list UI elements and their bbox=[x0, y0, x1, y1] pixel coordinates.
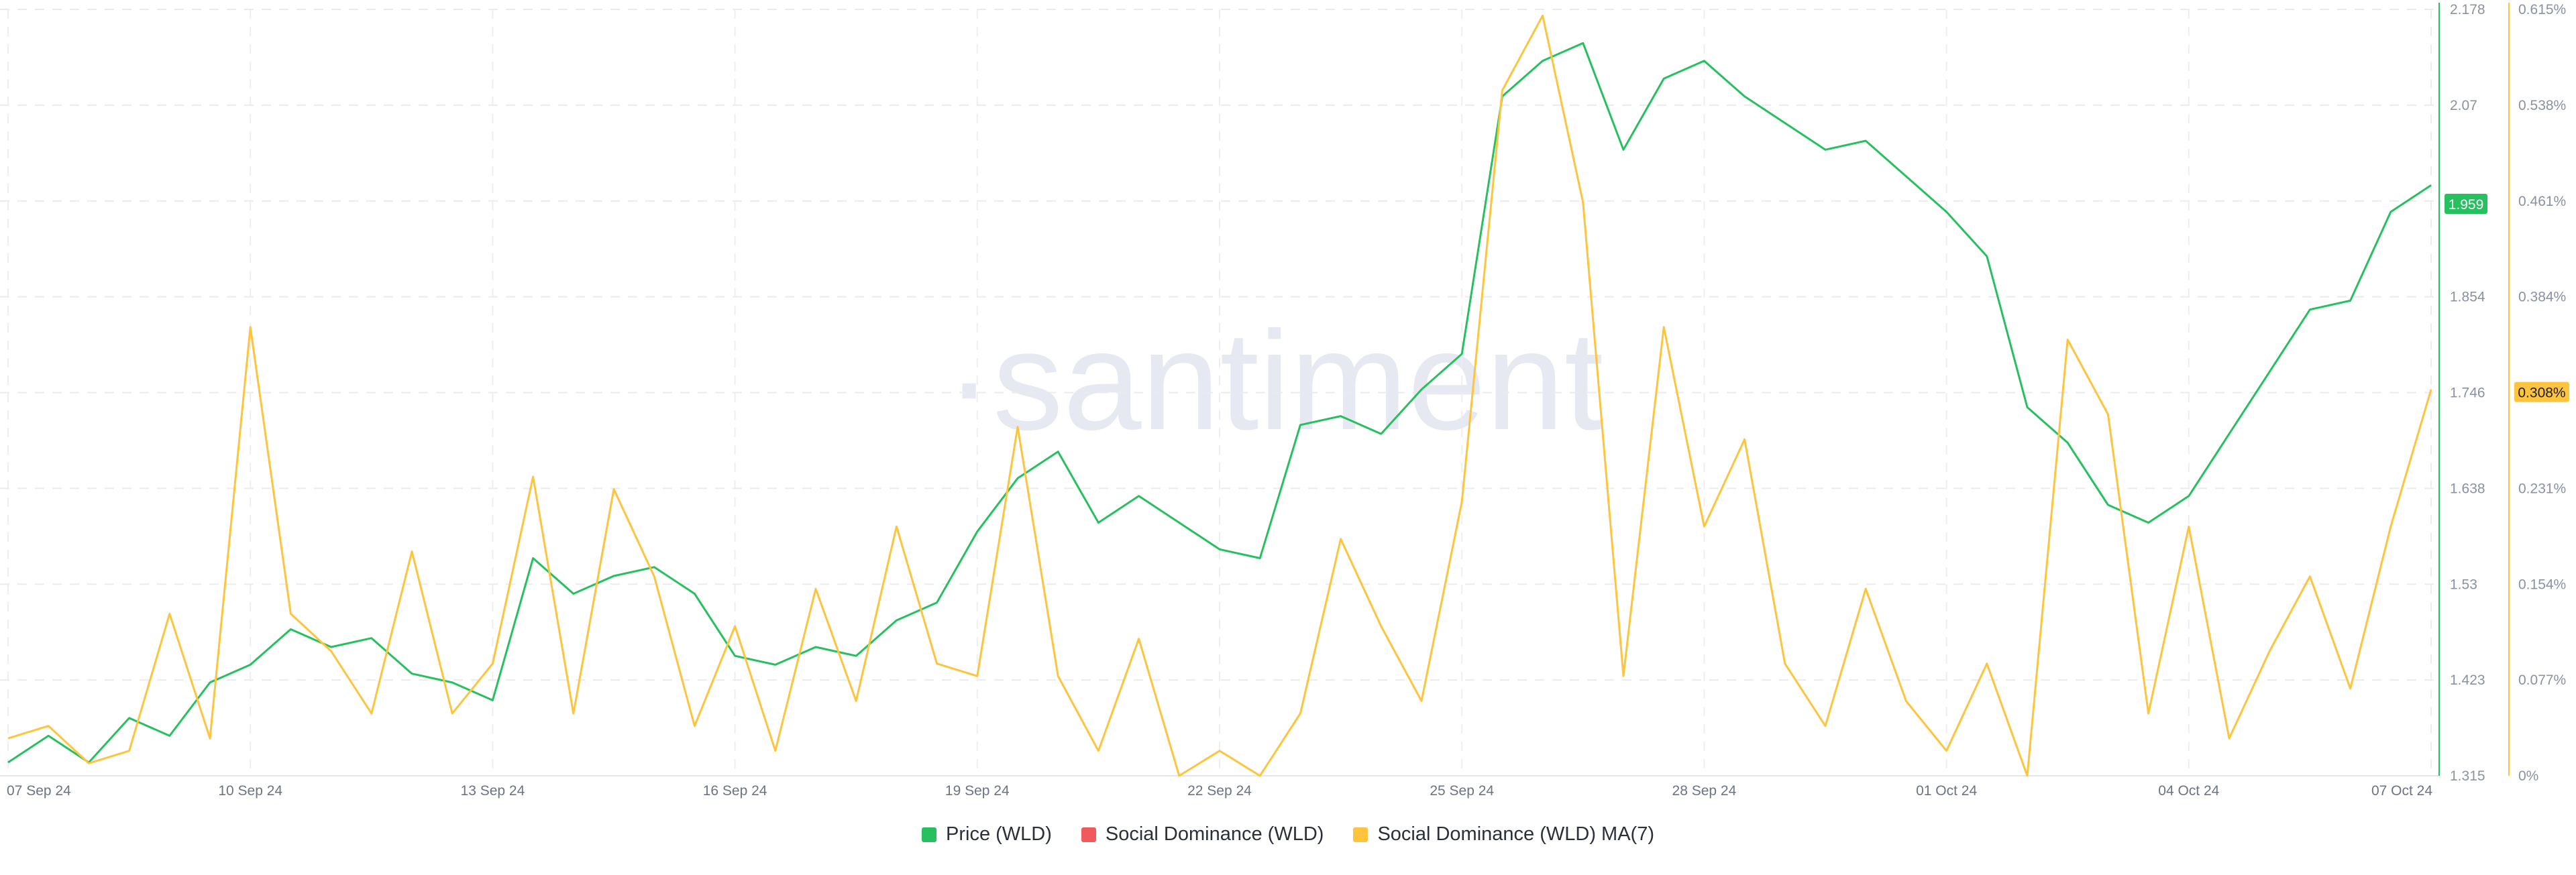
legend-swatch-social-dominance bbox=[1081, 827, 1096, 842]
dominance-tick-label: 0.154% bbox=[2518, 577, 2566, 592]
price-tick-label: 1.746 bbox=[2450, 386, 2485, 401]
price-tick-label: 1.53 bbox=[2450, 577, 2477, 592]
dominance-tick-label: 0.615% bbox=[2518, 2, 2566, 17]
price-tick-label: 1.423 bbox=[2450, 673, 2485, 688]
legend-label-price: Price (WLD) bbox=[946, 823, 1052, 845]
dominance-tick-label: 0.538% bbox=[2518, 98, 2566, 113]
x-tick-label: 25 Sep 24 bbox=[1430, 783, 1494, 799]
x-tick-label: 22 Sep 24 bbox=[1187, 783, 1252, 799]
dominance-tick-label: 0% bbox=[2518, 768, 2538, 784]
social-dominance-ma-line bbox=[7, 14, 2432, 777]
watermark: ·santiment bbox=[946, 302, 1603, 459]
legend-swatch-social-dominance-ma bbox=[1353, 827, 1368, 842]
x-tick-label: 10 Sep 24 bbox=[218, 783, 282, 799]
price-tick-label: 2.07 bbox=[2450, 98, 2477, 113]
current-dominance-label: 0.308% bbox=[2518, 386, 2565, 401]
legend-item-price[interactable]: Price (WLD) bbox=[922, 823, 1052, 845]
x-tick-label: 28 Sep 24 bbox=[1672, 783, 1737, 799]
dominance-tick-label: 0.461% bbox=[2518, 194, 2566, 209]
current-dominance-tag bbox=[2514, 382, 2569, 402]
x-tick-label: 07 Sep 24 bbox=[7, 783, 71, 799]
dominance-tick-label: 0.384% bbox=[2518, 290, 2566, 305]
x-tick-label: 16 Sep 24 bbox=[703, 783, 767, 799]
current-price-tag bbox=[2445, 194, 2487, 215]
legend-item-social-dominance[interactable]: Social Dominance (WLD) bbox=[1081, 823, 1324, 845]
legend-label-social-dominance-ma: Social Dominance (WLD) MA(7) bbox=[1377, 823, 1654, 845]
x-tick-label: 19 Sep 24 bbox=[945, 783, 1010, 799]
current-price-label: 1.959 bbox=[2449, 197, 2484, 213]
price-tick-label: 1.854 bbox=[2450, 290, 2485, 305]
x-tick-label: 07 Oct 24 bbox=[2371, 783, 2432, 799]
x-tick-label: 01 Oct 24 bbox=[1916, 783, 1977, 799]
price-line bbox=[7, 42, 2432, 764]
legend: Price (WLD) Social Dominance (WLD) Socia… bbox=[0, 823, 2576, 845]
legend-swatch-price bbox=[922, 827, 936, 842]
dominance-tick-label: 0.077% bbox=[2518, 673, 2566, 688]
dominance-tick-label: 0.231% bbox=[2518, 481, 2566, 496]
x-tick-label: 13 Sep 24 bbox=[461, 783, 525, 799]
price-tick-label: 1.315 bbox=[2450, 768, 2485, 784]
legend-item-social-dominance-ma[interactable]: Social Dominance (WLD) MA(7) bbox=[1353, 823, 1654, 845]
x-tick-label: 04 Oct 24 bbox=[2158, 783, 2219, 799]
price-tick-label: 1.638 bbox=[2450, 481, 2485, 496]
legend-label-social-dominance: Social Dominance (WLD) bbox=[1105, 823, 1324, 845]
price-tick-label: 2.178 bbox=[2450, 2, 2485, 17]
